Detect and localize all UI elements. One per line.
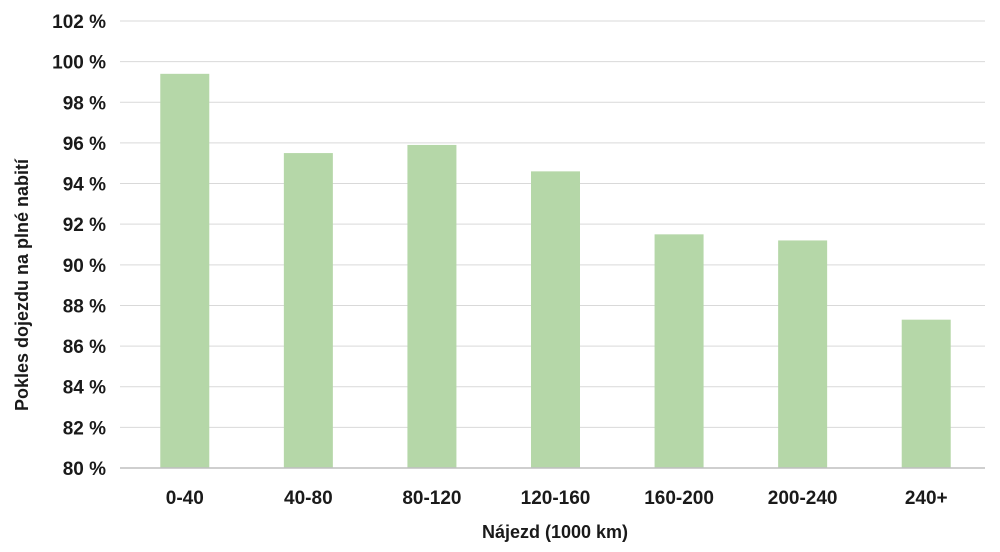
x-tick-label: 80-120 [402, 488, 461, 509]
x-tick-label: 120-160 [521, 488, 591, 509]
y-tick-label: 100 % [52, 53, 106, 74]
x-axis-title: Nájezd (1000 km) [482, 522, 628, 542]
bar-120-160 [531, 171, 580, 468]
y-tick-label: 86 % [63, 337, 106, 358]
bars [160, 73, 951, 468]
bar-0-40 [160, 73, 210, 468]
y-tick-label: 88 % [63, 296, 106, 317]
bar-80-120 [407, 144, 457, 468]
y-tick-label: 80 % [63, 459, 106, 480]
y-axis-title: Pokles dojezdu na plné nabití [12, 158, 32, 411]
x-tick-label: 0-40 [166, 488, 204, 509]
y-tick-label: 102 % [52, 12, 106, 33]
y-tick-label: 90 % [63, 256, 106, 277]
y-tick-label: 96 % [63, 134, 106, 155]
y-tick-label: 94 % [63, 175, 106, 196]
y-tick-label: 92 % [63, 215, 106, 236]
y-tick-label: 82 % [63, 418, 106, 439]
y-tick-labels: 80 % 82 % 84 % 86 % 88 % 90 % 92 % 94 % 96 % 98 %… [52, 12, 106, 480]
bar-160-200 [654, 234, 704, 468]
bar-200-240 [778, 240, 828, 468]
x-tick-labels: 0-40 40-80 80-120 120-160 160-200 200-240 240+ [166, 488, 948, 509]
y-tick-label: 84 % [63, 378, 106, 399]
y-tick-label: 98 % [63, 93, 106, 114]
bar-240+ [901, 319, 951, 468]
x-tick-label: 240+ [905, 488, 948, 509]
x-tick-label: 200-240 [768, 488, 838, 509]
x-tick-label: 160-200 [644, 488, 714, 509]
bar-40-80 [283, 153, 333, 468]
x-tick-label: 40-80 [284, 488, 333, 509]
